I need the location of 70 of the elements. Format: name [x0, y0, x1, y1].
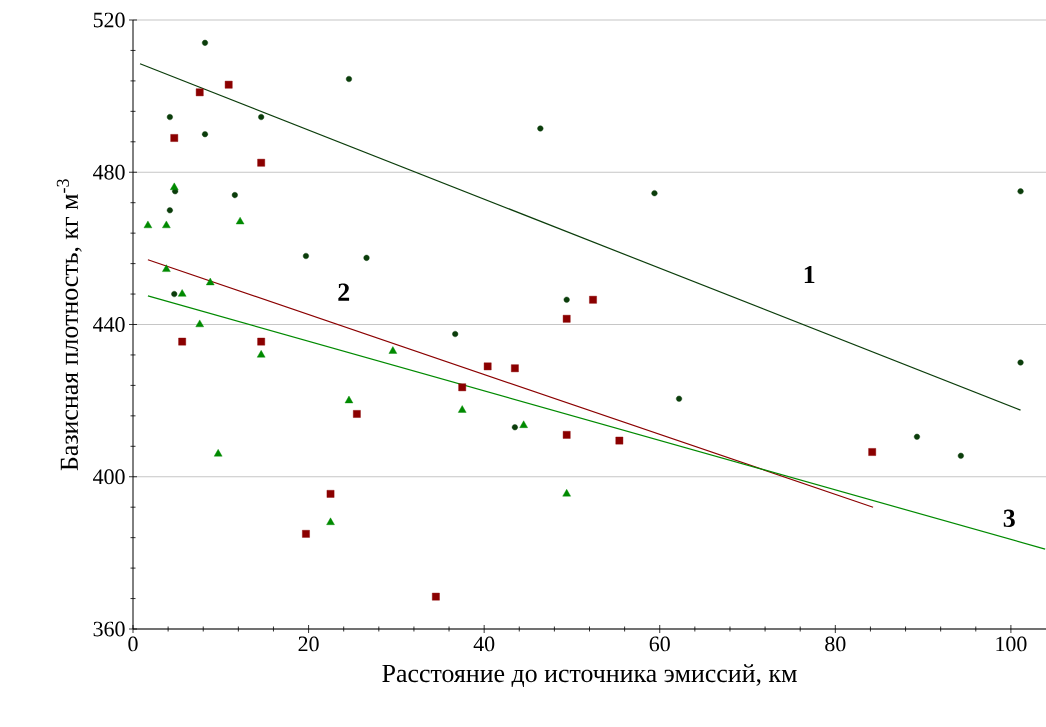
point	[231, 192, 238, 199]
y-tick-label: 440	[93, 317, 125, 332]
point	[162, 220, 171, 229]
point	[257, 158, 265, 167]
point	[201, 131, 208, 138]
point	[676, 395, 683, 402]
point	[195, 88, 204, 97]
point	[562, 489, 571, 497]
x-tick-label: 100	[996, 636, 1027, 652]
point	[170, 182, 179, 190]
point	[171, 291, 178, 298]
x-axis-title: Расстояние до источника эмиссий, км	[382, 664, 797, 687]
point	[166, 207, 173, 214]
point	[913, 433, 920, 440]
point	[1017, 188, 1024, 195]
point	[452, 331, 459, 338]
point	[201, 39, 208, 46]
point	[353, 410, 361, 418]
y-tick-label: 480	[93, 164, 125, 180]
point	[195, 319, 204, 327]
point	[224, 80, 233, 89]
point	[537, 125, 544, 132]
point	[388, 346, 398, 354]
point	[511, 364, 519, 373]
y-axis-title: Базисная плотность, кг м$^{-3}$	[56, 179, 82, 471]
point	[143, 220, 153, 229]
point	[589, 295, 597, 304]
point	[651, 190, 658, 197]
point	[363, 254, 370, 261]
point	[326, 517, 335, 525]
x-tick-label: 80	[825, 636, 846, 652]
series-label: 1	[804, 265, 815, 284]
point	[562, 314, 571, 323]
x-tick-label: 20	[298, 636, 319, 652]
point	[302, 252, 309, 259]
point	[458, 405, 467, 413]
point	[615, 436, 624, 445]
point	[170, 134, 179, 142]
point	[483, 362, 492, 371]
series-label: 2	[338, 283, 350, 301]
point	[563, 296, 570, 303]
point	[256, 350, 266, 358]
y-tick-label: 360	[93, 621, 125, 637]
point	[235, 216, 245, 225]
point	[1017, 359, 1024, 366]
point	[178, 337, 186, 346]
x-tick-label: 60	[649, 636, 670, 652]
series-label: 3	[1003, 509, 1015, 528]
point	[562, 431, 571, 439]
point	[213, 449, 223, 457]
point	[177, 289, 187, 297]
y-tick-label: 520	[93, 12, 125, 28]
point	[258, 114, 265, 121]
point	[206, 277, 215, 286]
point	[868, 448, 876, 456]
x-tick-label: 40	[473, 636, 495, 652]
point	[511, 424, 518, 431]
point	[344, 395, 354, 404]
point	[957, 452, 964, 459]
y-tick-label: 400	[93, 469, 125, 485]
point	[162, 264, 171, 272]
point	[519, 420, 528, 428]
x-tick-label: 0	[128, 636, 138, 652]
point	[257, 337, 265, 346]
point	[326, 490, 335, 498]
point	[345, 75, 352, 82]
point	[458, 383, 467, 392]
point	[166, 114, 173, 121]
point	[302, 530, 310, 538]
point	[432, 592, 440, 601]
